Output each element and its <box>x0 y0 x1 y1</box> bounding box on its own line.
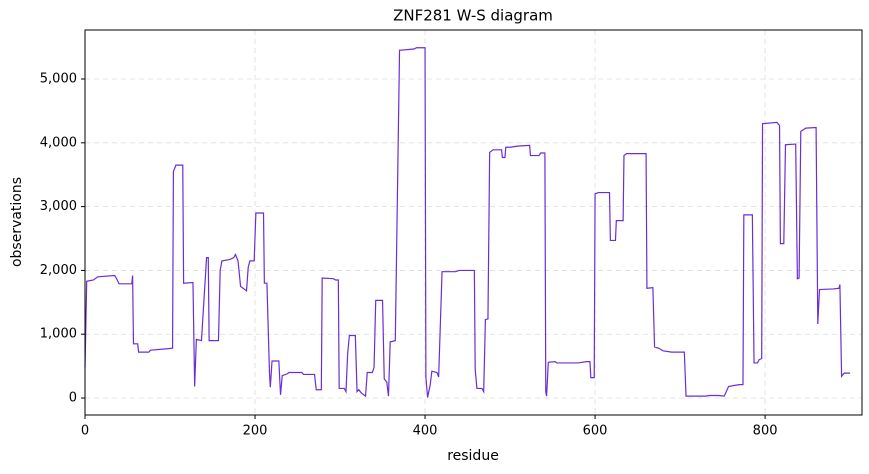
y-tick-label: 2,000 <box>40 263 77 278</box>
x-tick-label: 200 <box>243 424 268 439</box>
x-tick-label: 400 <box>413 424 438 439</box>
y-tick-label: 5,000 <box>40 72 77 87</box>
y-axis-label: observations <box>9 177 25 267</box>
y-tick-label: 4,000 <box>40 135 77 150</box>
x-axis-label: residue <box>447 448 499 464</box>
chart-title: ZNF281 W-S diagram <box>393 7 553 25</box>
y-tick-label: 0 <box>69 391 77 406</box>
x-tick-label: 800 <box>753 424 778 439</box>
x-tick-label: 0 <box>81 424 89 439</box>
data-line <box>84 47 851 398</box>
plot-frame <box>84 29 863 416</box>
y-tick-label: 1,000 <box>40 327 77 342</box>
y-tick-label: 3,000 <box>40 199 77 214</box>
x-tick-label: 600 <box>583 424 608 439</box>
